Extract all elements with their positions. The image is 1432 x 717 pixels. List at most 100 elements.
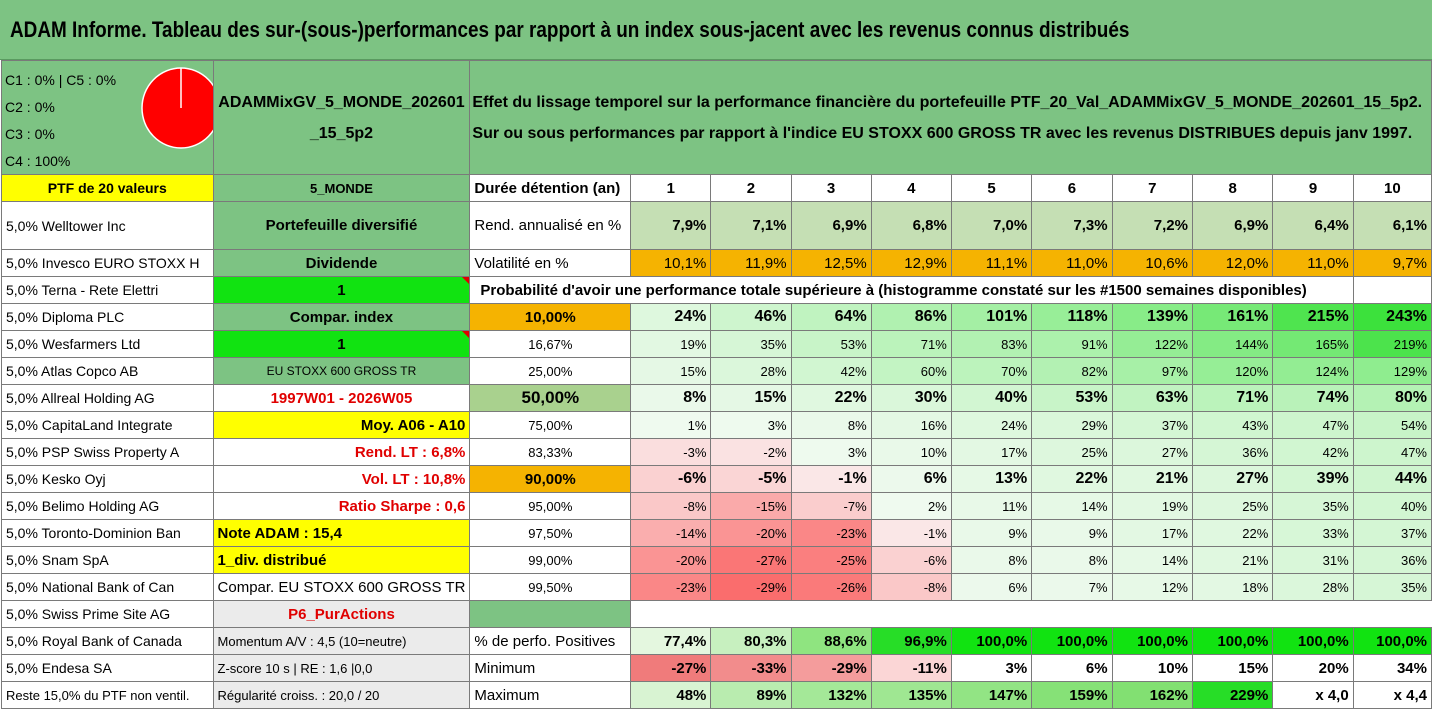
vol-value[interactable]: 10,6% xyxy=(1111,249,1193,277)
probability-level[interactable]: 50,00% xyxy=(469,384,632,412)
min-value[interactable]: 34% xyxy=(1352,654,1432,682)
positive-value[interactable]: 88,6% xyxy=(790,627,872,655)
proba-value[interactable]: 165% xyxy=(1272,330,1354,358)
holding-name[interactable]: 5,0% Royal Bank of Canada xyxy=(1,627,214,655)
proba-value[interactable]: 82% xyxy=(1031,357,1113,385)
proba-value[interactable]: 8% xyxy=(950,546,1033,574)
rend-value[interactable]: 7,1% xyxy=(710,201,792,250)
proba-value[interactable]: 3% xyxy=(790,438,872,466)
proba-value[interactable]: 21% xyxy=(1191,546,1274,574)
max-value[interactable]: 89% xyxy=(710,681,792,709)
max-value[interactable]: 135% xyxy=(870,681,952,709)
holding-name[interactable]: 5,0% Diploma PLC xyxy=(1,303,214,331)
proba-value[interactable]: 54% xyxy=(1352,411,1432,439)
holding-name[interactable]: 5,0% Terna - Rete Elettri xyxy=(1,276,214,304)
proba-value[interactable]: -25% xyxy=(790,546,872,574)
min-value[interactable]: 3% xyxy=(950,654,1033,682)
proba-value[interactable]: 8% xyxy=(790,411,872,439)
year-header[interactable]: 6 xyxy=(1031,174,1113,202)
proba-value[interactable]: 129% xyxy=(1352,357,1432,385)
year-header[interactable]: 8 xyxy=(1191,174,1274,202)
proba-value[interactable]: 37% xyxy=(1111,411,1193,439)
min-value[interactable]: 15% xyxy=(1191,654,1274,682)
proba-value[interactable]: 35% xyxy=(1352,573,1432,601)
proba-value[interactable]: 22% xyxy=(1031,465,1113,493)
proba-value[interactable]: 161% xyxy=(1191,303,1274,331)
info-cell[interactable]: Momentum A/V : 4,5 (10=neutre) xyxy=(212,627,471,655)
ptf-label[interactable]: PTF de 20 valeurs xyxy=(1,174,214,202)
proba-value[interactable]: 2% xyxy=(870,492,952,520)
proba-value[interactable]: -20% xyxy=(710,519,792,547)
proba-value[interactable]: 12% xyxy=(1111,573,1193,601)
max-value[interactable]: 159% xyxy=(1031,681,1113,709)
info-cell[interactable]: Compar. EU STOXX 600 GROSS TR xyxy=(212,573,471,601)
proba-value[interactable]: 47% xyxy=(1352,438,1432,466)
year-header[interactable]: 1 xyxy=(630,174,712,202)
min-value[interactable]: 20% xyxy=(1272,654,1354,682)
proba-value[interactable]: 9% xyxy=(1031,519,1113,547)
proba-value[interactable]: -8% xyxy=(870,573,952,601)
proba-value[interactable]: 21% xyxy=(1111,465,1193,493)
proba-value[interactable]: -5% xyxy=(710,465,792,493)
holding-name[interactable]: 5,0% Invesco EURO STOXX H xyxy=(1,249,214,277)
max-value[interactable]: 147% xyxy=(950,681,1033,709)
min-value[interactable]: -29% xyxy=(790,654,872,682)
proba-value[interactable]: 40% xyxy=(950,384,1033,412)
holding-name[interactable]: 5,0% Swiss Prime Site AG xyxy=(1,600,214,628)
proba-value[interactable]: 64% xyxy=(790,303,872,331)
holding-name[interactable]: 5,0% Kesko Oyj xyxy=(1,465,214,493)
vol-value[interactable]: 11,9% xyxy=(710,249,792,277)
info-cell[interactable]: P6_PurActions xyxy=(212,600,471,628)
proba-value[interactable]: 139% xyxy=(1111,303,1193,331)
positive-value[interactable]: 96,9% xyxy=(870,627,952,655)
proba-value[interactable]: 16% xyxy=(870,411,952,439)
positive-value[interactable]: 100,0% xyxy=(1031,627,1113,655)
proba-value[interactable]: 74% xyxy=(1272,384,1354,412)
positive-value[interactable]: 77,4% xyxy=(630,627,712,655)
proba-value[interactable]: 19% xyxy=(630,330,712,358)
info-cell[interactable]: Dividende xyxy=(212,249,471,277)
probability-level[interactable]: 75,00% xyxy=(469,411,632,439)
probability-level[interactable]: 90,00% xyxy=(469,465,632,493)
fund-name[interactable]: ADAMMixGV_5_MONDE_202601_15_5p2 xyxy=(212,60,471,175)
probability-level[interactable]: 95,00% xyxy=(469,492,632,520)
rend-value[interactable]: 7,3% xyxy=(1031,201,1113,250)
proba-value[interactable]: 53% xyxy=(1031,384,1113,412)
holding-name[interactable]: 5,0% PSP Swiss Property A xyxy=(1,438,214,466)
proba-value[interactable]: 46% xyxy=(710,303,792,331)
proba-value[interactable]: 42% xyxy=(1272,438,1354,466)
proba-value[interactable]: 91% xyxy=(1031,330,1113,358)
info-cell[interactable]: Compar. index xyxy=(212,303,471,331)
proba-value[interactable]: -2% xyxy=(710,438,792,466)
probability-level[interactable]: 97,50% xyxy=(469,519,632,547)
max-value[interactable]: 48% xyxy=(630,681,712,709)
rend-label[interactable]: Rend. annualisé en % xyxy=(469,201,632,250)
proba-value[interactable]: 6% xyxy=(950,573,1033,601)
proba-value[interactable]: -23% xyxy=(790,519,872,547)
proba-value[interactable]: 36% xyxy=(1191,438,1274,466)
proba-value[interactable]: 13% xyxy=(950,465,1033,493)
proba-value[interactable]: 10% xyxy=(870,438,952,466)
proba-value[interactable]: -29% xyxy=(710,573,792,601)
positive-label[interactable]: % de perfo. Positives xyxy=(469,627,632,655)
rend-value[interactable]: 6,9% xyxy=(790,201,872,250)
proba-value[interactable]: -1% xyxy=(790,465,872,493)
proba-value[interactable]: 39% xyxy=(1272,465,1354,493)
proba-value[interactable]: -7% xyxy=(790,492,872,520)
rend-value[interactable]: 7,9% xyxy=(630,201,712,250)
min-label[interactable]: Minimum xyxy=(469,654,632,682)
vol-value[interactable]: 11,0% xyxy=(1272,249,1354,277)
proba-value[interactable]: 243% xyxy=(1352,303,1432,331)
positive-value[interactable]: 100,0% xyxy=(1352,627,1432,655)
proba-value[interactable]: 80% xyxy=(1352,384,1432,412)
year-header[interactable]: 2 xyxy=(710,174,792,202)
info-cell[interactable]: Note ADAM : 15,4 xyxy=(212,519,471,547)
min-value[interactable]: -27% xyxy=(630,654,712,682)
info-cell[interactable]: EU STOXX 600 GROSS TR xyxy=(212,357,471,385)
holding-name[interactable]: 5,0% National Bank of Can xyxy=(1,573,214,601)
proba-value[interactable]: 33% xyxy=(1272,519,1354,547)
vol-value[interactable]: 12,5% xyxy=(790,249,872,277)
max-value[interactable]: 132% xyxy=(790,681,872,709)
positive-value[interactable]: 100,0% xyxy=(950,627,1033,655)
proba-value[interactable]: 60% xyxy=(870,357,952,385)
